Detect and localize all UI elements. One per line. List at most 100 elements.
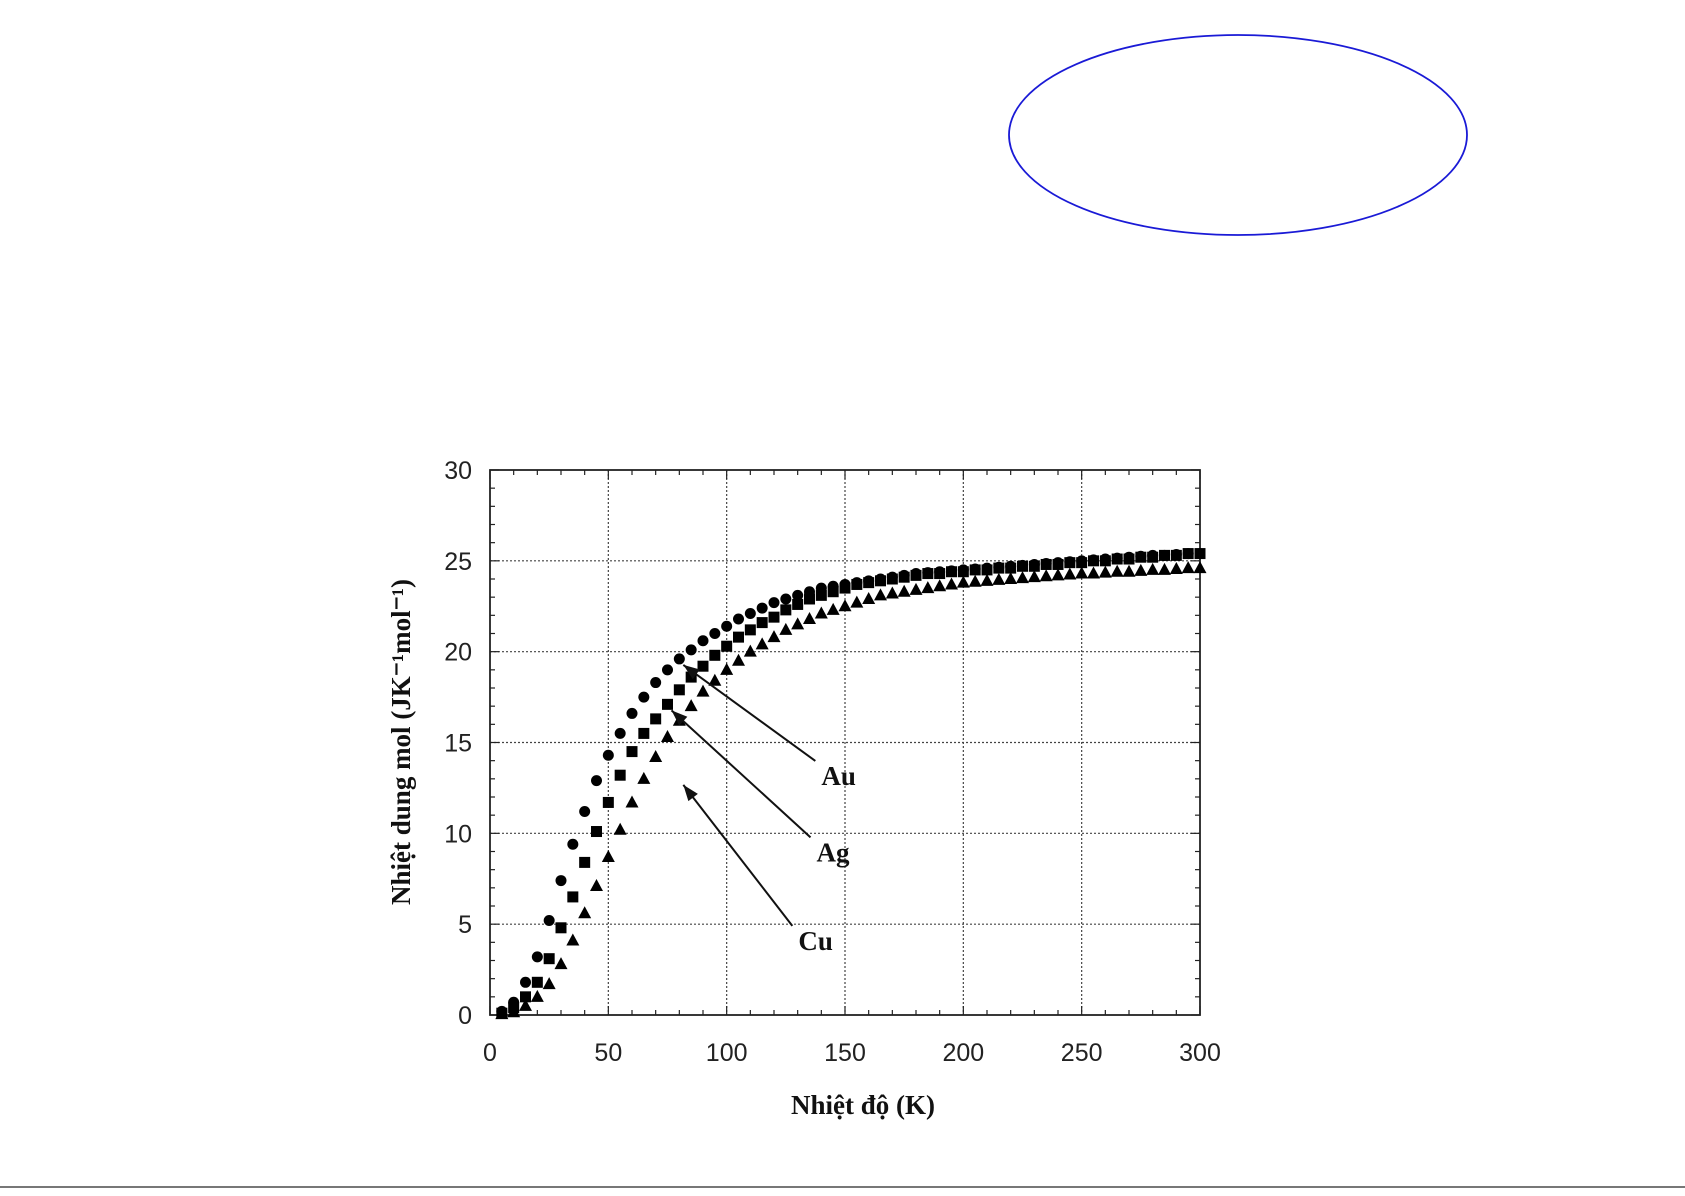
y-tick-label: 10	[444, 820, 472, 848]
data-point	[1076, 557, 1088, 569]
data-point	[826, 602, 840, 615]
data-point	[815, 589, 827, 601]
data-point	[601, 849, 615, 862]
data-point	[638, 691, 650, 703]
data-point	[1193, 561, 1207, 574]
data-point	[614, 727, 626, 739]
data-point	[625, 795, 639, 808]
data-point	[1039, 569, 1053, 582]
data-point	[910, 569, 922, 581]
y-axis-title: Nhiệt dung mol (JK⁻¹mol⁻¹)	[386, 579, 416, 905]
data-point	[542, 977, 556, 990]
data-point	[1158, 562, 1171, 575]
data-point	[969, 564, 981, 576]
data-point	[579, 806, 591, 818]
data-point	[804, 593, 815, 605]
data-point	[614, 769, 626, 781]
data-point	[696, 684, 710, 697]
data-point	[1123, 553, 1135, 565]
data-point	[863, 577, 875, 589]
data-point	[1135, 551, 1147, 563]
data-point	[957, 566, 969, 578]
data-point	[1004, 572, 1018, 584]
data-point	[685, 671, 697, 683]
y-tick-labels: 0 5 10 15 20 25 30	[444, 457, 472, 1030]
data-point	[519, 998, 532, 1011]
data-point	[803, 611, 816, 624]
x-tick-label: 200	[942, 1039, 984, 1067]
data-point	[650, 713, 662, 725]
highlight-oval	[1008, 34, 1468, 236]
data-point	[1087, 566, 1100, 579]
data-point	[946, 566, 957, 578]
data-point	[685, 644, 697, 656]
arrow-head	[683, 664, 700, 680]
x-tick-label: 250	[1061, 1039, 1103, 1067]
data-point	[792, 589, 804, 601]
data-point	[755, 637, 769, 650]
y-tick-label: 25	[444, 548, 472, 576]
data-point	[650, 677, 662, 689]
annotation-au: Au	[682, 664, 856, 791]
bottom-rule	[0, 1186, 1685, 1188]
data-point	[1017, 560, 1028, 572]
data-point	[626, 707, 638, 719]
data-point	[579, 856, 591, 868]
data-point	[1182, 548, 1194, 560]
data-point	[1147, 551, 1159, 563]
minor-ticks	[489, 469, 1201, 1016]
data-point	[733, 631, 744, 643]
x-tick-labels: 0 50 100 150 200 250 300	[483, 1039, 1221, 1067]
data-point	[1170, 549, 1182, 561]
data-point	[721, 640, 733, 652]
data-point	[567, 838, 579, 850]
data-point	[814, 606, 828, 619]
annotation-ag: Ag	[670, 709, 850, 867]
data-point	[578, 906, 592, 919]
data-point	[992, 572, 1006, 585]
data-point	[1064, 557, 1076, 569]
y-tick-label: 5	[458, 911, 472, 939]
y-tick-label: 30	[444, 457, 472, 485]
data-point	[756, 602, 768, 614]
data-point	[851, 578, 863, 590]
data-point	[554, 957, 568, 970]
data-point	[1181, 561, 1195, 574]
series-label: Au	[821, 761, 856, 791]
data-point	[637, 771, 651, 784]
data-markers	[495, 548, 1207, 1020]
data-point	[602, 796, 614, 808]
data-point	[934, 568, 946, 580]
data-point	[662, 698, 673, 710]
data-point	[1098, 565, 1112, 578]
data-point	[555, 875, 567, 887]
data-point	[602, 749, 614, 761]
data-point	[530, 989, 544, 1002]
annotations: Au Ag Cu	[670, 664, 856, 956]
data-point	[850, 595, 864, 608]
data-point	[638, 727, 650, 739]
data-point	[933, 579, 947, 592]
data-point	[897, 584, 911, 597]
data-point	[1016, 571, 1029, 584]
annotation-arrow	[670, 709, 812, 839]
data-point	[968, 574, 982, 587]
data-point	[567, 891, 579, 903]
data-point	[980, 573, 994, 586]
data-point	[886, 573, 898, 585]
data-point	[591, 826, 602, 838]
data-point	[875, 575, 886, 587]
data-point	[566, 933, 580, 946]
grid	[490, 470, 1200, 1015]
data-point	[922, 568, 934, 580]
arrow-head	[671, 710, 688, 726]
data-point	[862, 591, 876, 604]
data-point	[744, 608, 756, 620]
y-tick-label: 0	[458, 1002, 472, 1030]
data-point	[1159, 549, 1170, 561]
series-label: Cu	[798, 926, 833, 956]
data-point	[520, 976, 531, 988]
data-point	[697, 660, 709, 672]
data-point	[1075, 566, 1089, 579]
data-point	[791, 617, 805, 630]
